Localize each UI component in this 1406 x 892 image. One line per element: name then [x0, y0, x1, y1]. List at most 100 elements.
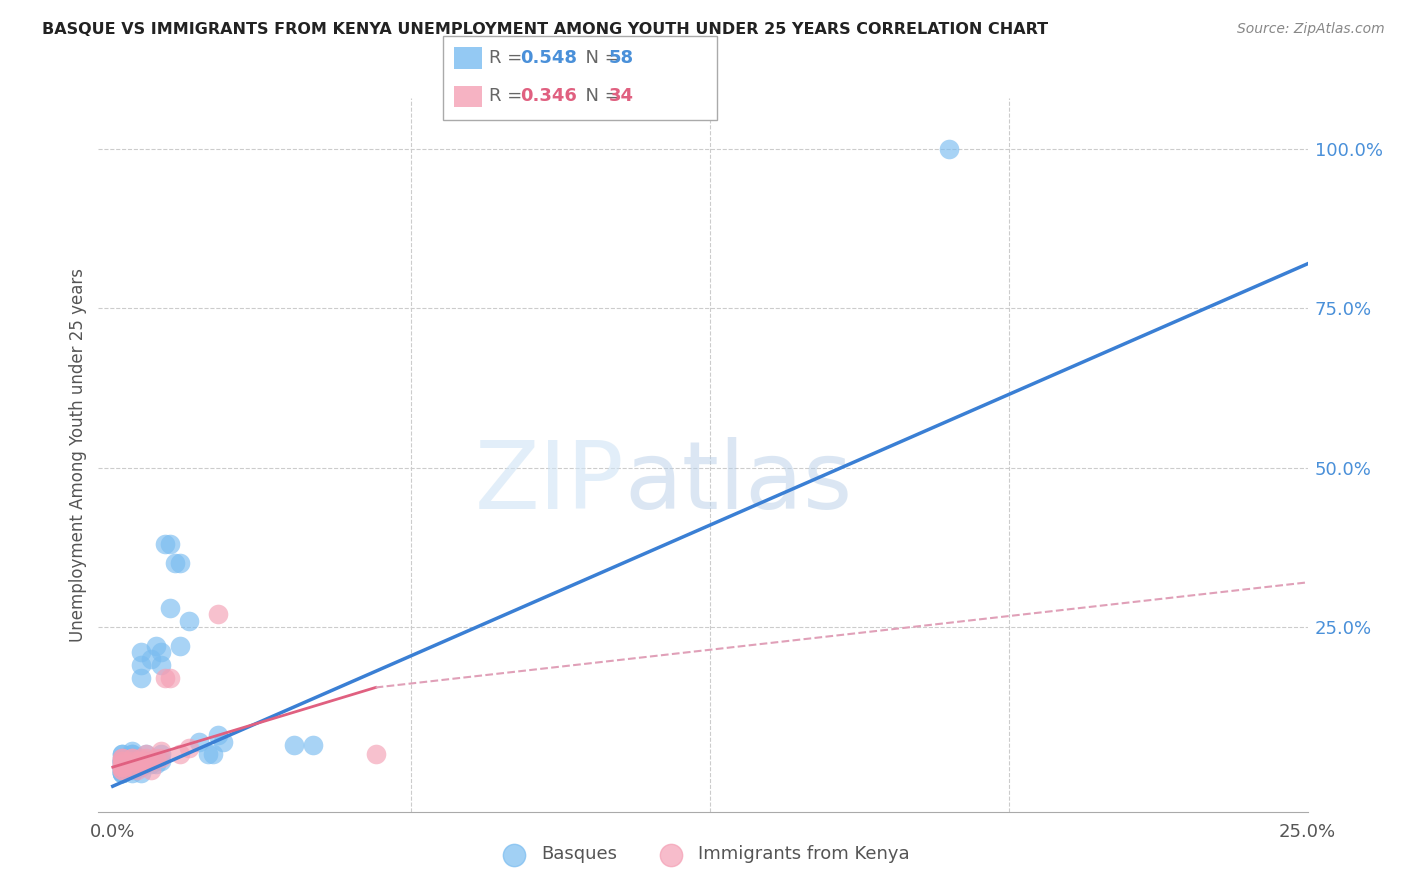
Point	[139, 652, 162, 666]
Point	[111, 750, 134, 764]
Point	[207, 728, 229, 742]
Point	[211, 734, 233, 748]
Point	[111, 754, 134, 768]
Point	[111, 764, 134, 778]
Point	[125, 756, 148, 771]
Point	[163, 556, 186, 570]
Point	[131, 766, 153, 780]
Point	[149, 747, 172, 762]
Point	[155, 671, 177, 685]
Point	[121, 760, 143, 774]
Point	[111, 747, 134, 762]
Text: R =: R =	[489, 87, 529, 105]
Point	[159, 671, 181, 685]
Text: 0.346: 0.346	[520, 87, 576, 105]
Point	[131, 645, 153, 659]
Point	[111, 750, 134, 764]
Point	[111, 754, 134, 768]
Point	[111, 760, 134, 774]
Point	[169, 747, 191, 762]
Point	[111, 766, 134, 780]
Point	[111, 756, 134, 771]
Point	[111, 760, 134, 774]
Point	[135, 747, 157, 762]
Point	[121, 750, 143, 764]
Point	[121, 754, 143, 768]
Point	[125, 764, 148, 778]
Text: atlas: atlas	[624, 437, 852, 530]
Point	[364, 747, 387, 762]
Point	[187, 734, 209, 748]
Point	[149, 658, 172, 673]
Point	[169, 556, 191, 570]
Point	[131, 658, 153, 673]
Text: N =: N =	[574, 87, 626, 105]
Text: R =: R =	[489, 49, 529, 67]
Point	[149, 754, 172, 768]
Point	[111, 760, 134, 774]
Point	[111, 754, 134, 768]
Point	[145, 756, 167, 771]
Point	[179, 741, 201, 756]
Point	[111, 754, 134, 768]
Point	[121, 766, 143, 780]
Point	[111, 750, 134, 764]
Point	[149, 645, 172, 659]
Legend: Basques, Immigrants from Kenya: Basques, Immigrants from Kenya	[489, 838, 917, 871]
Point	[125, 754, 148, 768]
Text: BASQUE VS IMMIGRANTS FROM KENYA UNEMPLOYMENT AMONG YOUTH UNDER 25 YEARS CORRELAT: BASQUE VS IMMIGRANTS FROM KENYA UNEMPLOY…	[42, 22, 1049, 37]
Text: Source: ZipAtlas.com: Source: ZipAtlas.com	[1237, 22, 1385, 37]
Point	[111, 756, 134, 771]
Point	[197, 747, 219, 762]
Point	[131, 750, 153, 764]
Point	[283, 738, 305, 752]
Point	[121, 750, 143, 764]
Point	[202, 747, 225, 762]
Point	[111, 754, 134, 768]
Point	[135, 750, 157, 764]
Point	[111, 760, 134, 774]
Point	[111, 766, 134, 780]
Point	[131, 754, 153, 768]
Point	[111, 760, 134, 774]
Point	[139, 754, 162, 768]
Point	[131, 754, 153, 768]
Point	[145, 639, 167, 653]
Point	[938, 142, 960, 156]
Point	[111, 766, 134, 780]
Point	[139, 756, 162, 771]
Point	[145, 750, 167, 764]
Point	[207, 607, 229, 622]
Text: 58: 58	[609, 49, 634, 67]
Point	[121, 747, 143, 762]
Point	[169, 639, 191, 653]
Point	[135, 747, 157, 762]
Point	[149, 744, 172, 758]
Point	[121, 760, 143, 774]
Y-axis label: Unemployment Among Youth under 25 years: Unemployment Among Youth under 25 years	[69, 268, 87, 642]
Text: 0.548: 0.548	[520, 49, 578, 67]
Point	[111, 764, 134, 778]
Point	[149, 750, 172, 764]
Text: ZIP: ZIP	[475, 437, 624, 530]
Point	[121, 747, 143, 762]
Point	[111, 754, 134, 768]
Point	[111, 747, 134, 762]
Point	[111, 764, 134, 778]
Point	[121, 744, 143, 758]
Point	[159, 600, 181, 615]
Point	[179, 614, 201, 628]
Point	[121, 754, 143, 768]
Point	[111, 760, 134, 774]
Point	[131, 671, 153, 685]
Point	[121, 764, 143, 778]
Point	[111, 764, 134, 778]
Point	[302, 738, 325, 752]
Point	[155, 537, 177, 551]
Text: N =: N =	[574, 49, 626, 67]
Point	[111, 764, 134, 778]
Point	[159, 537, 181, 551]
Point	[135, 754, 157, 768]
Point	[111, 756, 134, 771]
Point	[111, 760, 134, 774]
